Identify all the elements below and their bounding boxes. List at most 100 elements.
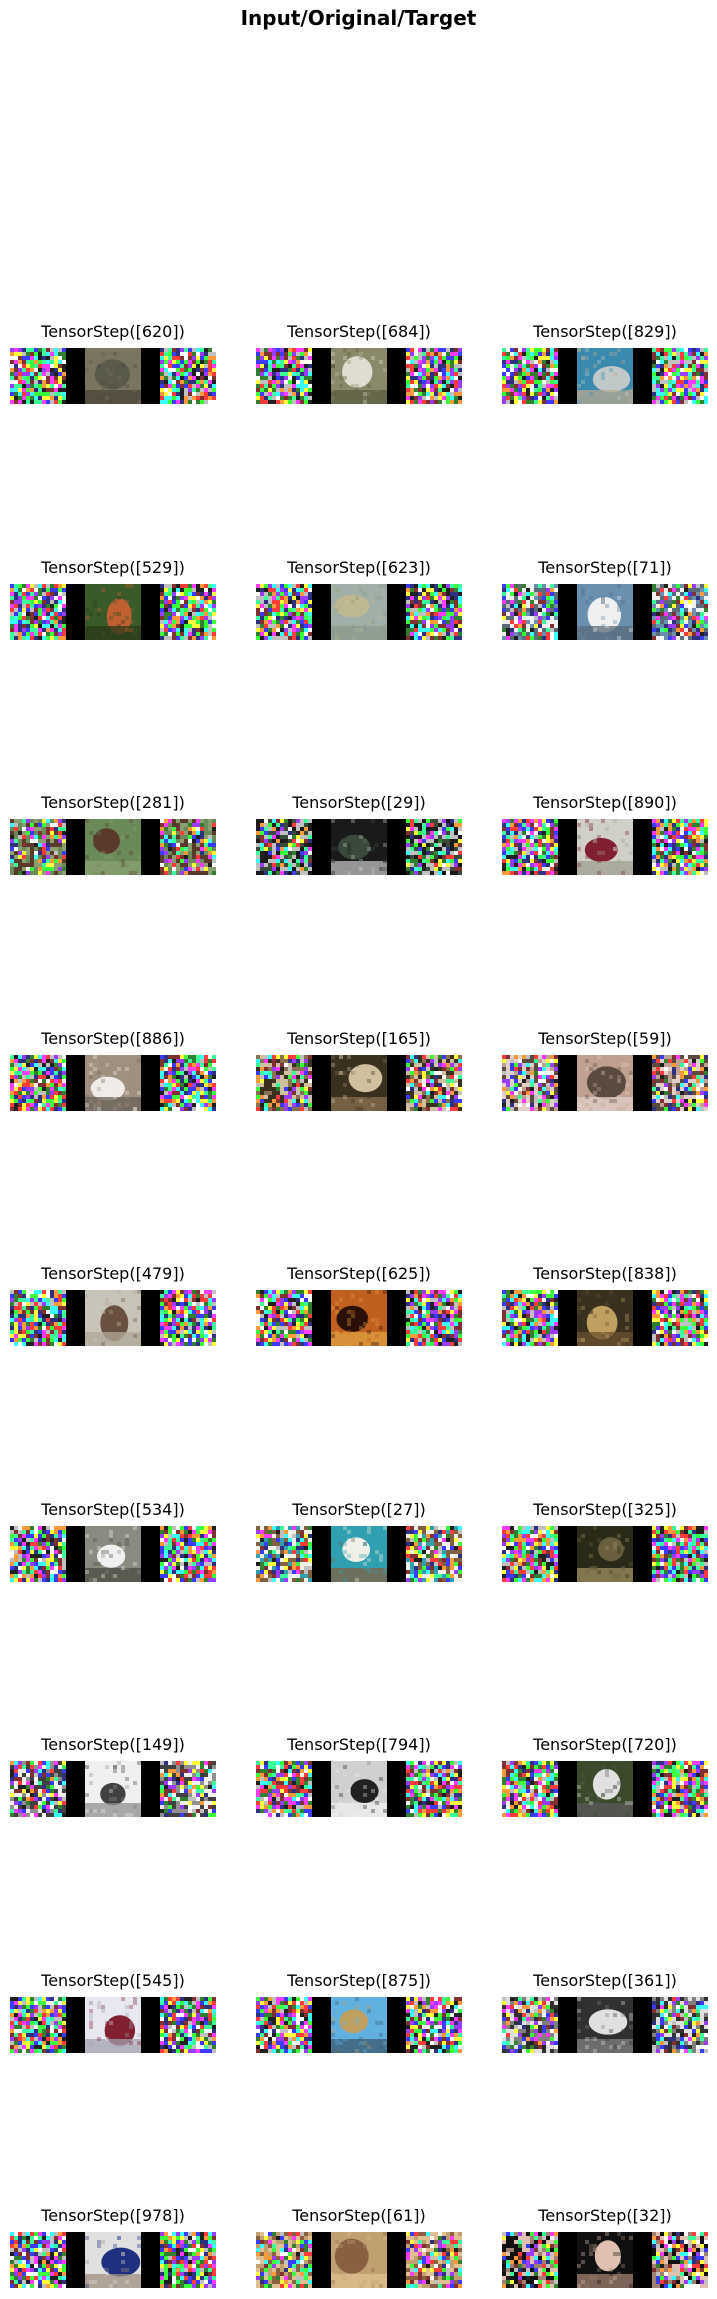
- original-image: [577, 1055, 633, 1111]
- target-image: [406, 1526, 462, 1582]
- separator: [141, 1290, 160, 1346]
- original-image: [577, 1290, 633, 1346]
- separator: [633, 2232, 652, 2288]
- panel: TensorStep([838]): [502, 1264, 708, 1344]
- panel-title: TensorStep([59]): [502, 1029, 708, 1048]
- separator: [558, 1761, 577, 1817]
- panel: TensorStep([829]): [502, 322, 708, 402]
- input-image: [502, 819, 558, 875]
- target-image: [160, 584, 216, 640]
- target-image: [652, 1055, 708, 1111]
- separator: [66, 348, 85, 404]
- input-image: [256, 1055, 312, 1111]
- panel: TensorStep([165]): [256, 1029, 462, 1109]
- separator: [66, 1761, 85, 1817]
- original-image: [577, 1761, 633, 1817]
- image-strip: [256, 2232, 462, 2288]
- panel: TensorStep([61]): [256, 2206, 462, 2286]
- image-strip: [256, 1290, 462, 1346]
- panel: TensorStep([27]): [256, 1500, 462, 1580]
- separator: [633, 1290, 652, 1346]
- separator: [312, 1526, 331, 1582]
- separator: [141, 819, 160, 875]
- panel: TensorStep([479]): [10, 1264, 216, 1344]
- separator: [387, 2232, 406, 2288]
- panel-title: TensorStep([886]): [10, 1029, 216, 1048]
- input-image: [502, 584, 558, 640]
- panel-title: TensorStep([29]): [256, 793, 462, 812]
- image-strip: [256, 1526, 462, 1582]
- input-image: [502, 1997, 558, 2053]
- image-strip: [10, 1761, 216, 1817]
- panel-title: TensorStep([545]): [10, 1971, 216, 1990]
- target-image: [406, 2232, 462, 2288]
- target-image: [652, 584, 708, 640]
- image-strip: [502, 1997, 708, 2053]
- separator: [558, 819, 577, 875]
- panel: TensorStep([620]): [10, 322, 216, 402]
- separator: [558, 1055, 577, 1111]
- panel-title: TensorStep([71]): [502, 558, 708, 577]
- panel-title: TensorStep([361]): [502, 1971, 708, 1990]
- separator: [387, 1526, 406, 1582]
- image-strip: [256, 1055, 462, 1111]
- input-image: [256, 1526, 312, 1582]
- panel: TensorStep([361]): [502, 1971, 708, 2051]
- panel-title: TensorStep([534]): [10, 1500, 216, 1519]
- separator: [66, 1055, 85, 1111]
- panel-title: TensorStep([720]): [502, 1735, 708, 1754]
- target-image: [406, 1761, 462, 1817]
- panel: TensorStep([29]): [256, 793, 462, 873]
- input-image: [10, 584, 66, 640]
- figure-title: Input/Original/Target: [0, 6, 717, 30]
- input-image: [502, 1526, 558, 1582]
- panel: TensorStep([71]): [502, 558, 708, 638]
- target-image: [406, 819, 462, 875]
- original-image: [331, 2232, 387, 2288]
- image-strip: [256, 1997, 462, 2053]
- panel-title: TensorStep([623]): [256, 558, 462, 577]
- target-image: [160, 2232, 216, 2288]
- input-image: [502, 348, 558, 404]
- image-strip: [256, 819, 462, 875]
- separator: [312, 348, 331, 404]
- panel: TensorStep([545]): [10, 1971, 216, 2051]
- original-image: [577, 819, 633, 875]
- input-image: [256, 1761, 312, 1817]
- original-image: [85, 1526, 141, 1582]
- panel-title: TensorStep([890]): [502, 793, 708, 812]
- panel-title: TensorStep([61]): [256, 2206, 462, 2225]
- separator: [633, 1055, 652, 1111]
- separator: [312, 819, 331, 875]
- separator: [558, 584, 577, 640]
- original-image: [331, 348, 387, 404]
- panel: TensorStep([32]): [502, 2206, 708, 2286]
- panel: TensorStep([325]): [502, 1500, 708, 1580]
- separator: [558, 1526, 577, 1582]
- image-strip: [502, 1055, 708, 1111]
- target-image: [160, 348, 216, 404]
- image-strip: [502, 348, 708, 404]
- separator: [387, 348, 406, 404]
- image-strip: [10, 348, 216, 404]
- panel-title: TensorStep([479]): [10, 1264, 216, 1283]
- original-image: [331, 819, 387, 875]
- separator: [141, 1526, 160, 1582]
- target-image: [652, 1761, 708, 1817]
- separator: [312, 1997, 331, 2053]
- image-strip: [10, 1290, 216, 1346]
- separator: [387, 1055, 406, 1111]
- panel-title: TensorStep([32]): [502, 2206, 708, 2225]
- image-strip: [256, 1761, 462, 1817]
- panel: TensorStep([625]): [256, 1264, 462, 1344]
- panel-title: TensorStep([529]): [10, 558, 216, 577]
- separator: [312, 584, 331, 640]
- input-image: [10, 1997, 66, 2053]
- image-strip: [502, 2232, 708, 2288]
- panel-title: TensorStep([978]): [10, 2206, 216, 2225]
- panel-title: TensorStep([325]): [502, 1500, 708, 1519]
- separator: [66, 1997, 85, 2053]
- panel-title: TensorStep([165]): [256, 1029, 462, 1048]
- original-image: [331, 1997, 387, 2053]
- image-strip: [10, 2232, 216, 2288]
